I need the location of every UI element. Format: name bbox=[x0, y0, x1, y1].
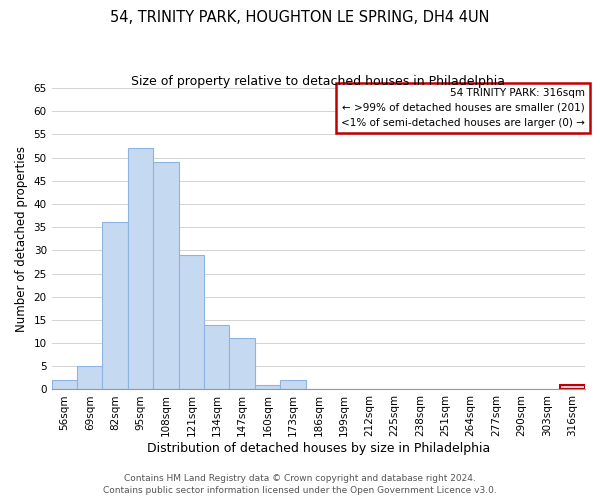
Bar bbox=[179, 255, 204, 390]
Bar bbox=[560, 385, 585, 390]
Bar bbox=[204, 324, 229, 390]
Text: 54 TRINITY PARK: 316sqm
← >99% of detached houses are smaller (201)
<1% of semi-: 54 TRINITY PARK: 316sqm ← >99% of detach… bbox=[341, 88, 585, 128]
X-axis label: Distribution of detached houses by size in Philadelphia: Distribution of detached houses by size … bbox=[147, 442, 490, 455]
Bar bbox=[128, 148, 153, 390]
Y-axis label: Number of detached properties: Number of detached properties bbox=[15, 146, 28, 332]
Bar bbox=[229, 338, 255, 390]
Bar bbox=[153, 162, 179, 390]
Bar bbox=[280, 380, 305, 390]
Text: 54, TRINITY PARK, HOUGHTON LE SPRING, DH4 4UN: 54, TRINITY PARK, HOUGHTON LE SPRING, DH… bbox=[110, 10, 490, 25]
Bar bbox=[255, 385, 280, 390]
Bar bbox=[52, 380, 77, 390]
Bar bbox=[77, 366, 103, 390]
Text: Contains HM Land Registry data © Crown copyright and database right 2024.
Contai: Contains HM Land Registry data © Crown c… bbox=[103, 474, 497, 495]
Bar bbox=[103, 222, 128, 390]
Title: Size of property relative to detached houses in Philadelphia: Size of property relative to detached ho… bbox=[131, 75, 505, 88]
